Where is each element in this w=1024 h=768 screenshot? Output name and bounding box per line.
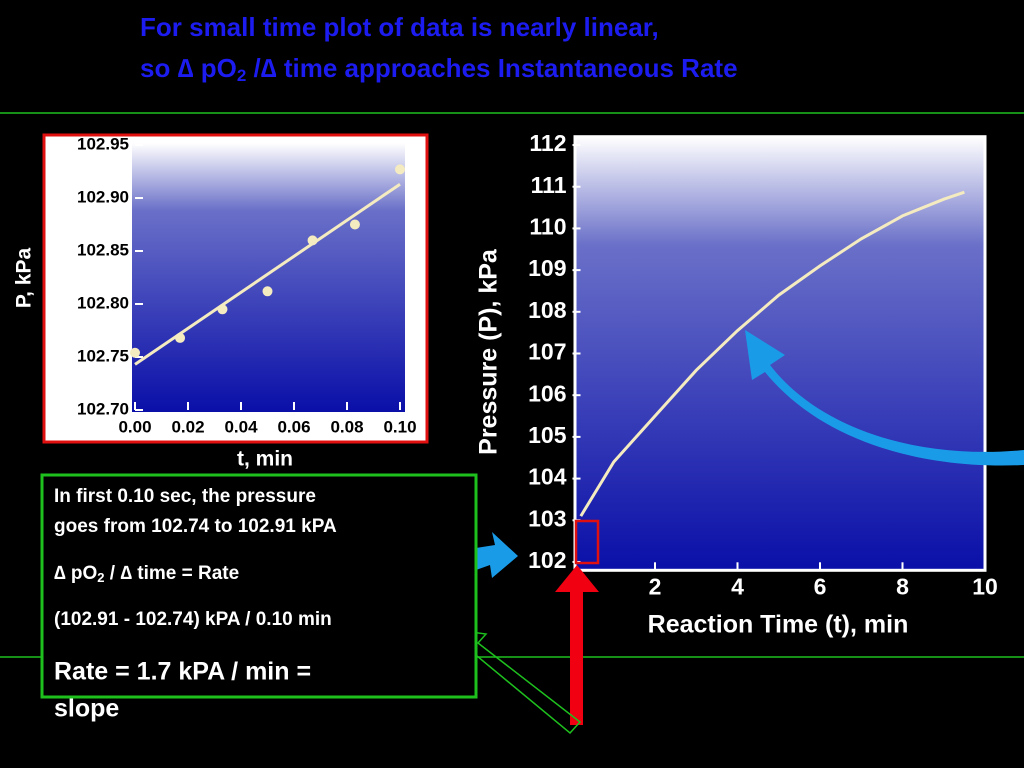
data-point xyxy=(307,235,318,246)
highlight-box xyxy=(574,519,600,565)
y-tick-label: 102.80 xyxy=(77,293,129,312)
box-line: goes from 102.74 to 102.91 kPA xyxy=(54,516,337,537)
y-tick-label: 107 xyxy=(528,339,566,365)
y-tick-label: 102.75 xyxy=(77,346,129,365)
y-tick-label: 105 xyxy=(528,422,567,448)
plot-area xyxy=(132,143,405,412)
blue-arrow xyxy=(745,330,1024,466)
x-tick-label: 0.10 xyxy=(383,417,416,436)
box-text: In first 0.10 sec, the pressure goes fro… xyxy=(54,486,337,723)
y-tick-label: 102.85 xyxy=(77,240,129,259)
x-tick-label: 4 xyxy=(731,573,744,599)
data-point xyxy=(175,332,186,343)
y-tick-label: 108 xyxy=(528,297,567,323)
x-tick-label: 2 xyxy=(649,573,662,599)
x-tick-label: 6 xyxy=(814,573,827,599)
data-point xyxy=(349,219,360,230)
box-part: / ∆ time = Rate xyxy=(105,563,240,584)
red-arrow xyxy=(555,565,599,725)
y-tick-label: 102 xyxy=(528,547,566,573)
x-tick-label: 0.06 xyxy=(277,417,310,436)
y-tick-label: 102.90 xyxy=(77,187,129,206)
title-part: /∆ time approaches Instantaneous Rate xyxy=(246,53,737,83)
y-tick-label: 102.95 xyxy=(77,134,129,153)
x-tick-label: 10 xyxy=(972,573,998,599)
data-point xyxy=(217,304,228,315)
title-subscript: 2 xyxy=(237,66,246,85)
box-line: ∆ pO2 / ∆ time = Rate xyxy=(54,563,239,585)
box-line: Rate = 1.7 kPA / min = xyxy=(54,658,311,686)
blue-arrow xyxy=(476,532,518,578)
inset-frame xyxy=(42,133,429,444)
x-tick-label: 8 xyxy=(896,573,909,599)
y-tick-label: 106 xyxy=(528,380,566,406)
y-tick-label: 102.70 xyxy=(77,399,129,418)
x-tick-label: 0.04 xyxy=(224,417,258,436)
y-tick-label: 103 xyxy=(528,505,566,531)
x-axis-label: t, min xyxy=(237,448,293,471)
x-tick-label: 0.00 xyxy=(118,417,151,436)
x-tick-label: 0.08 xyxy=(330,417,363,436)
charts: 102.70 102.75 102.80 102.85 102.90 102.95 0.00… xyxy=(13,130,998,638)
y-axis-label: Pressure (P), kPa xyxy=(475,248,503,455)
data-point xyxy=(130,347,140,358)
y-tick-label: 110 xyxy=(529,214,566,240)
box-subscript: 2 xyxy=(97,570,104,585)
box-line: (102.91 - 102.74) kPA / 0.10 min xyxy=(54,609,332,630)
data-point xyxy=(262,286,273,297)
y-tick-label: 112 xyxy=(529,130,566,156)
text-box xyxy=(40,473,478,699)
y-tick-label: 109 xyxy=(528,255,566,281)
title: so ∆ pO2 /∆ time approaches Instantaneou… xyxy=(140,53,738,86)
y-tick-label: 111 xyxy=(531,172,567,198)
data-point xyxy=(395,164,405,175)
y-tick-label: 104 xyxy=(528,464,567,490)
box-part: ∆ pO xyxy=(54,563,97,584)
data-line xyxy=(579,190,965,517)
x-tick-label: 0.02 xyxy=(171,417,204,436)
box-line: slope xyxy=(54,695,119,723)
title: For small time plot of data is nearly li… xyxy=(140,12,659,42)
x-axis-label: Reaction Time (t), min xyxy=(648,611,909,639)
box-line: In first 0.10 sec, the pressure xyxy=(54,486,316,507)
y-axis-label: P, kPa xyxy=(13,248,36,309)
title-part: so ∆ pO xyxy=(140,53,237,83)
